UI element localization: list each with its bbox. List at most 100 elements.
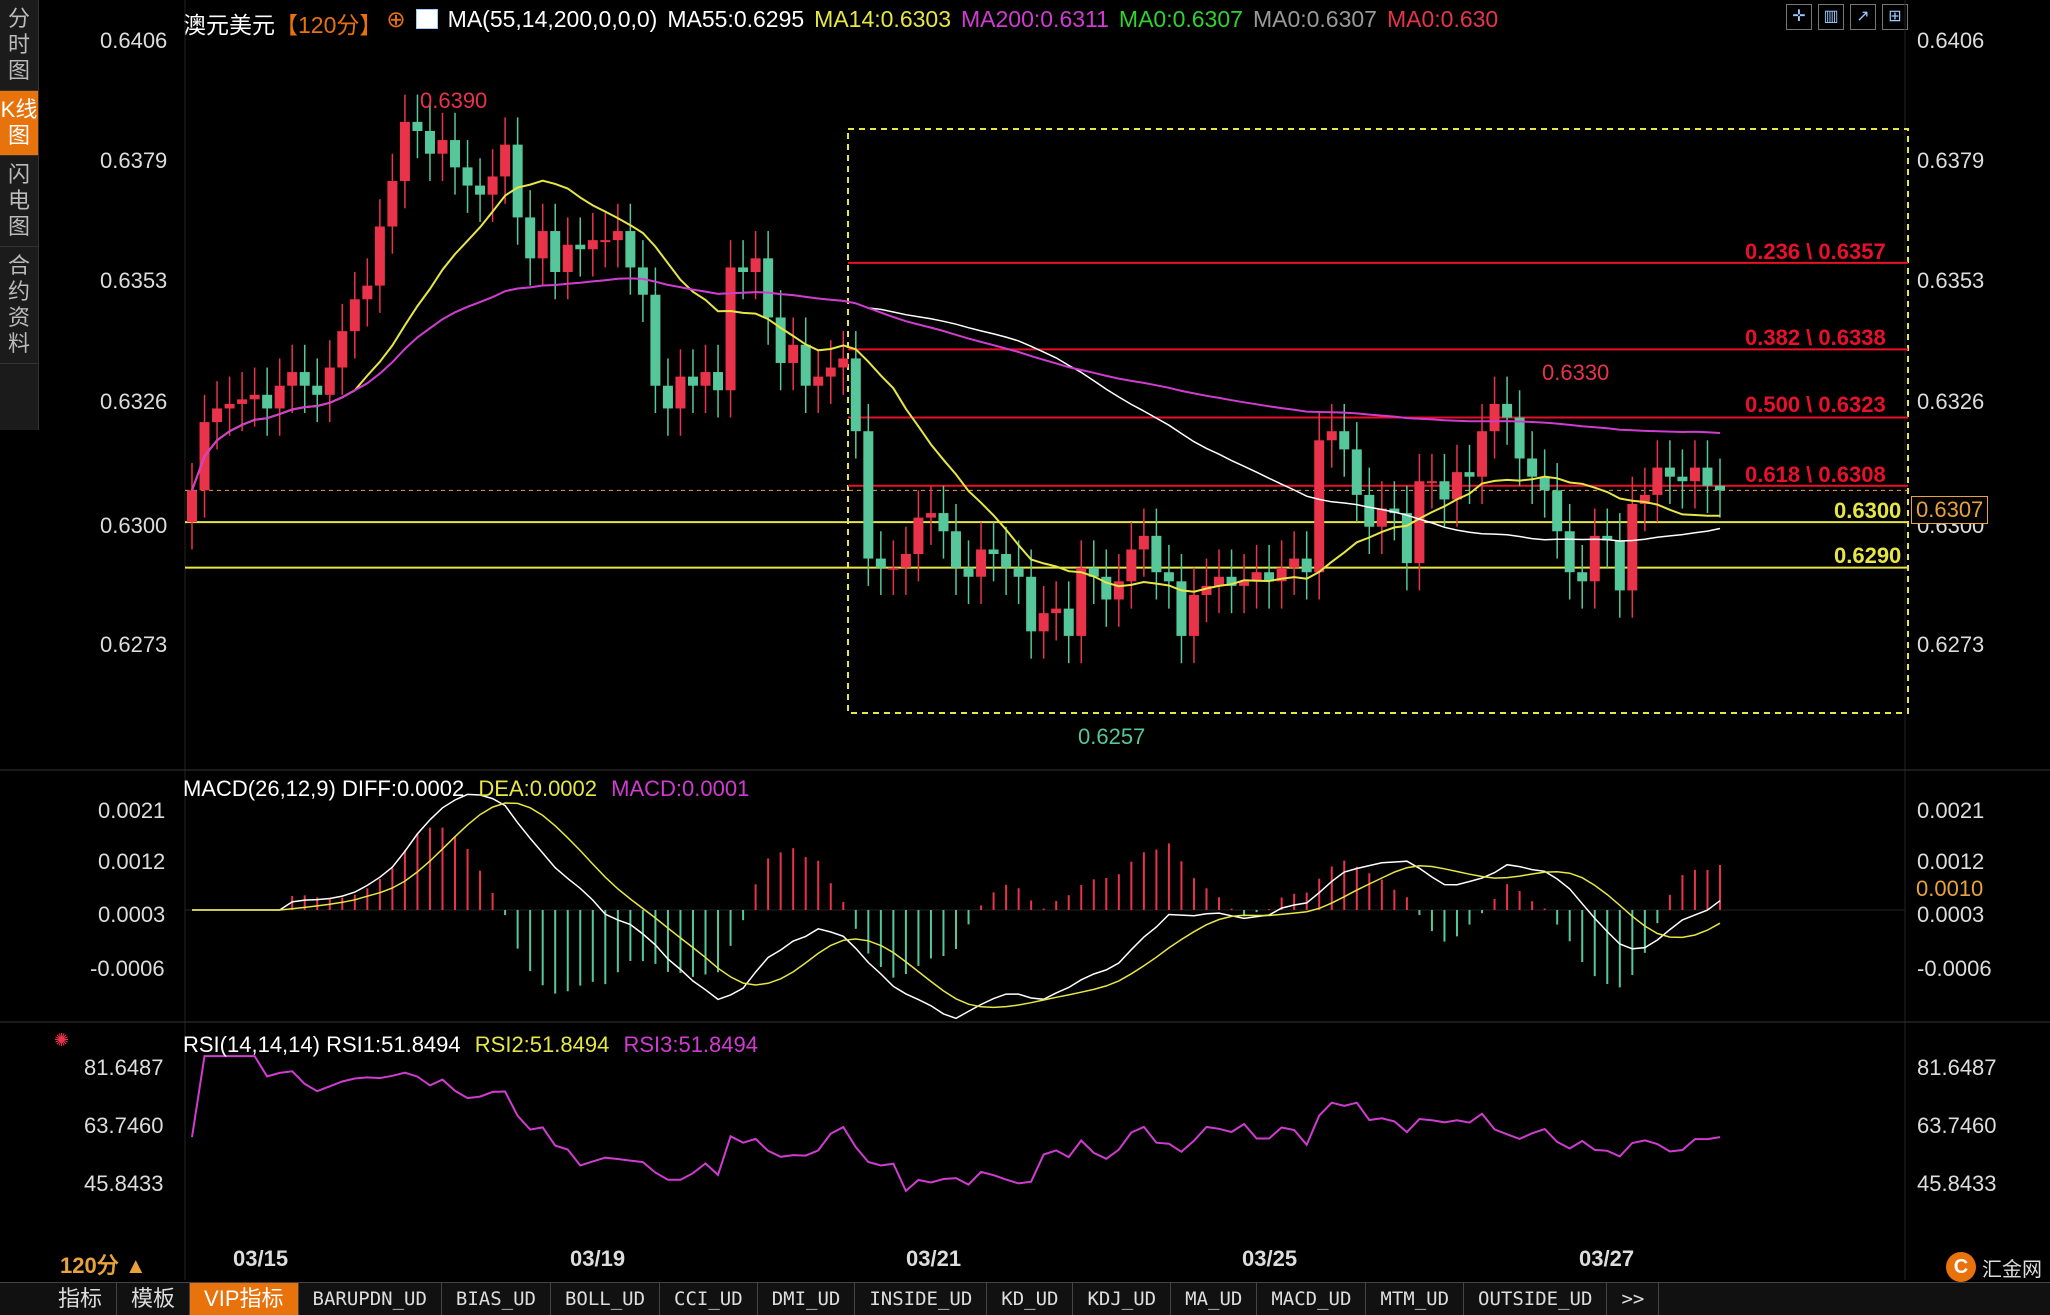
- candle-body: [1502, 403, 1513, 418]
- candle-body: [462, 167, 473, 186]
- candle-body: [525, 217, 536, 259]
- ma0-value-green: MA0:0.6307: [1118, 6, 1243, 32]
- price-axis-right-0: 0.6406: [1917, 28, 1985, 53]
- candle-body: [249, 394, 260, 400]
- candle-body: [575, 244, 586, 250]
- candle-body: [1214, 576, 1225, 586]
- tab-ma[interactable]: MA_UD: [1171, 1283, 1258, 1315]
- tab-bias[interactable]: BIAS_UD: [442, 1283, 551, 1315]
- candle-body: [1076, 567, 1087, 636]
- crosshair-icon[interactable]: ✛: [1786, 4, 1812, 30]
- fib-382-label: 0.382 \ 0.6338: [1745, 325, 1886, 350]
- price-axis-right-3: 0.6326: [1917, 389, 1985, 414]
- level-0.6290-label: 0.6290: [1834, 543, 1902, 568]
- rsi-line: [191, 1055, 1721, 1193]
- macd-dea-line: [192, 802, 1721, 1009]
- candle-body: [237, 399, 248, 404]
- tab-kd[interactable]: KD_UD: [987, 1283, 1074, 1315]
- candle-body: [925, 513, 936, 518]
- rsi-axis-right-1: 63.7460: [1917, 1113, 1997, 1138]
- macd-axis-left-2: 0.0003: [98, 902, 166, 927]
- tab-more[interactable]: >>: [1607, 1283, 1660, 1315]
- price-axis-left-5: 0.6273: [100, 632, 168, 657]
- macd-axis-right-0: 0.0021: [1917, 798, 1985, 823]
- candle-body: [1251, 572, 1262, 582]
- candle-body: [1063, 608, 1074, 636]
- candle-body: [475, 185, 486, 195]
- candle-body: [1614, 540, 1625, 591]
- tab-inside[interactable]: INSIDE_UD: [855, 1283, 988, 1315]
- period-selector[interactable]: 120分 ▲: [60, 1253, 147, 1278]
- tab-time-chart[interactable]: 分时图: [0, 0, 38, 91]
- candle-body: [813, 376, 824, 386]
- draw-tool-icon[interactable]: ↗: [1850, 4, 1876, 30]
- candle-body: [1702, 467, 1713, 486]
- candle-body: [675, 376, 686, 409]
- candle-body: [1163, 572, 1174, 582]
- split-icon[interactable]: ▥: [1818, 4, 1844, 30]
- candle-body: [1464, 472, 1475, 477]
- candle-body: [1414, 481, 1425, 564]
- candle-body: [625, 231, 636, 268]
- indicator-icon[interactable]: [415, 9, 438, 29]
- candle-body: [1527, 458, 1538, 477]
- add-icon[interactable]: ⊕: [386, 6, 406, 32]
- tab-kdj[interactable]: KDJ_UD: [1073, 1283, 1172, 1315]
- candle-body: [487, 176, 498, 195]
- candle-body: [600, 240, 611, 243]
- rsi1-value: RSI1:51.8494: [326, 1032, 461, 1057]
- candle-body: [437, 140, 448, 154]
- rsi-axis-right-2: 45.8433: [1917, 1171, 1997, 1196]
- candle-body: [1477, 431, 1488, 477]
- rsi-axis-left-0: 81.6487: [84, 1055, 164, 1080]
- price-axis-right-1: 0.6379: [1917, 148, 1985, 173]
- tab-outside[interactable]: OUTSIDE_UD: [1464, 1283, 1608, 1315]
- current-price-box: 0.6307: [1911, 496, 1989, 524]
- candle-body: [938, 513, 949, 532]
- date-label-4: 03/27: [1579, 1246, 1635, 1271]
- tab-boll[interactable]: BOLL_UD: [551, 1283, 661, 1315]
- candle-body: [424, 130, 435, 154]
- macd-axis-left-1: 0.0012: [98, 849, 166, 874]
- candle-body: [550, 231, 561, 272]
- candle-body: [1351, 449, 1362, 495]
- candle-body: [763, 258, 774, 318]
- candle-body: [562, 244, 573, 272]
- tab-contract-info[interactable]: 合约资料: [0, 247, 38, 364]
- tab-vip-indicators[interactable]: VIP指标: [190, 1283, 299, 1315]
- candle-body: [988, 549, 999, 555]
- rsi-axis-left-1: 63.7460: [84, 1113, 164, 1138]
- candle-body: [1088, 567, 1099, 577]
- candle-body: [1602, 535, 1613, 541]
- candle-body: [1101, 576, 1112, 600]
- candle-body: [362, 285, 373, 300]
- candle-body: [349, 299, 360, 332]
- candle-body: [1339, 431, 1350, 450]
- tab-indicators[interactable]: 指标: [0, 1283, 118, 1315]
- ma55-value: MA55:0.6295: [667, 6, 805, 32]
- candle-body: [1389, 508, 1400, 514]
- candle-body: [662, 385, 673, 409]
- candle-body: [224, 403, 235, 409]
- candle-body: [1038, 613, 1049, 632]
- candle-body: [1326, 431, 1337, 441]
- tab-flash-chart[interactable]: 闪电图: [0, 156, 38, 247]
- period-label[interactable]: 【120分】: [275, 12, 383, 38]
- candle-body: [888, 567, 899, 570]
- macd-current-box: 0.0010: [1913, 876, 1987, 902]
- grid-icon[interactable]: ⊞: [1882, 4, 1908, 30]
- date-label-2: 03/21: [906, 1246, 962, 1271]
- tab-mtm[interactable]: MTM_UD: [1366, 1283, 1465, 1315]
- fib-236-label: 0.236 \ 0.6357: [1745, 239, 1886, 264]
- tab-macd[interactable]: MACD_UD: [1257, 1283, 1367, 1315]
- tab-dmi[interactable]: DMI_UD: [758, 1283, 856, 1315]
- fib-500-label: 0.500 \ 0.6323: [1745, 392, 1886, 417]
- tab-kline-chart[interactable]: K线图: [0, 91, 38, 156]
- tab-cci[interactable]: CCI_UD: [660, 1283, 758, 1315]
- settings-icon[interactable]: ✺: [54, 1030, 70, 1050]
- macd-value: MACD:0.0001: [611, 776, 750, 801]
- tab-templates[interactable]: 模板: [117, 1283, 191, 1315]
- tab-barupdn[interactable]: BARUPDN_UD: [299, 1283, 442, 1315]
- symbol-name: 澳元美元: [183, 12, 275, 38]
